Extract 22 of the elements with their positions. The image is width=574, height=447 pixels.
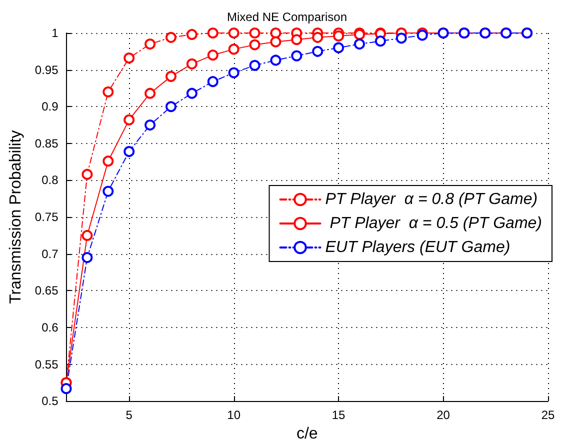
x-tick-label: 15: [332, 408, 346, 422]
y-tick-label: 0.75: [34, 210, 59, 224]
y-tick-label: 1: [52, 26, 59, 40]
y-tick-label: 0.6: [42, 320, 59, 334]
legend-label: EUT Players (EUT Game): [325, 239, 510, 256]
y-tick-label: 0.8: [42, 173, 59, 188]
y-axis-title: Transmission Probability: [8, 130, 24, 304]
legend-label: PT Player α = 0.8 (PT Game): [325, 191, 538, 208]
x-tick-label: 10: [227, 408, 241, 422]
y-tick-label: 0.85: [34, 136, 59, 150]
y-tick-label: 0.65: [34, 284, 59, 298]
x-tick-label: 20: [436, 408, 450, 422]
legend-label: PT Player α = 0.5 (PT Game): [325, 215, 542, 232]
y-tick-label: 0.95: [34, 62, 59, 77]
y-tick-label: 0.55: [34, 357, 59, 372]
y-tick-label: 0.7: [42, 246, 59, 261]
x-tick-label: 5: [126, 408, 133, 422]
y-tick-label: 0.5: [42, 394, 59, 408]
x-axis-title: c/e: [296, 426, 318, 442]
chart-title: Mixed NE Comparison: [226, 10, 348, 24]
x-tick-label: 25: [541, 408, 555, 422]
y-tick-label: 0.9: [42, 100, 59, 114]
